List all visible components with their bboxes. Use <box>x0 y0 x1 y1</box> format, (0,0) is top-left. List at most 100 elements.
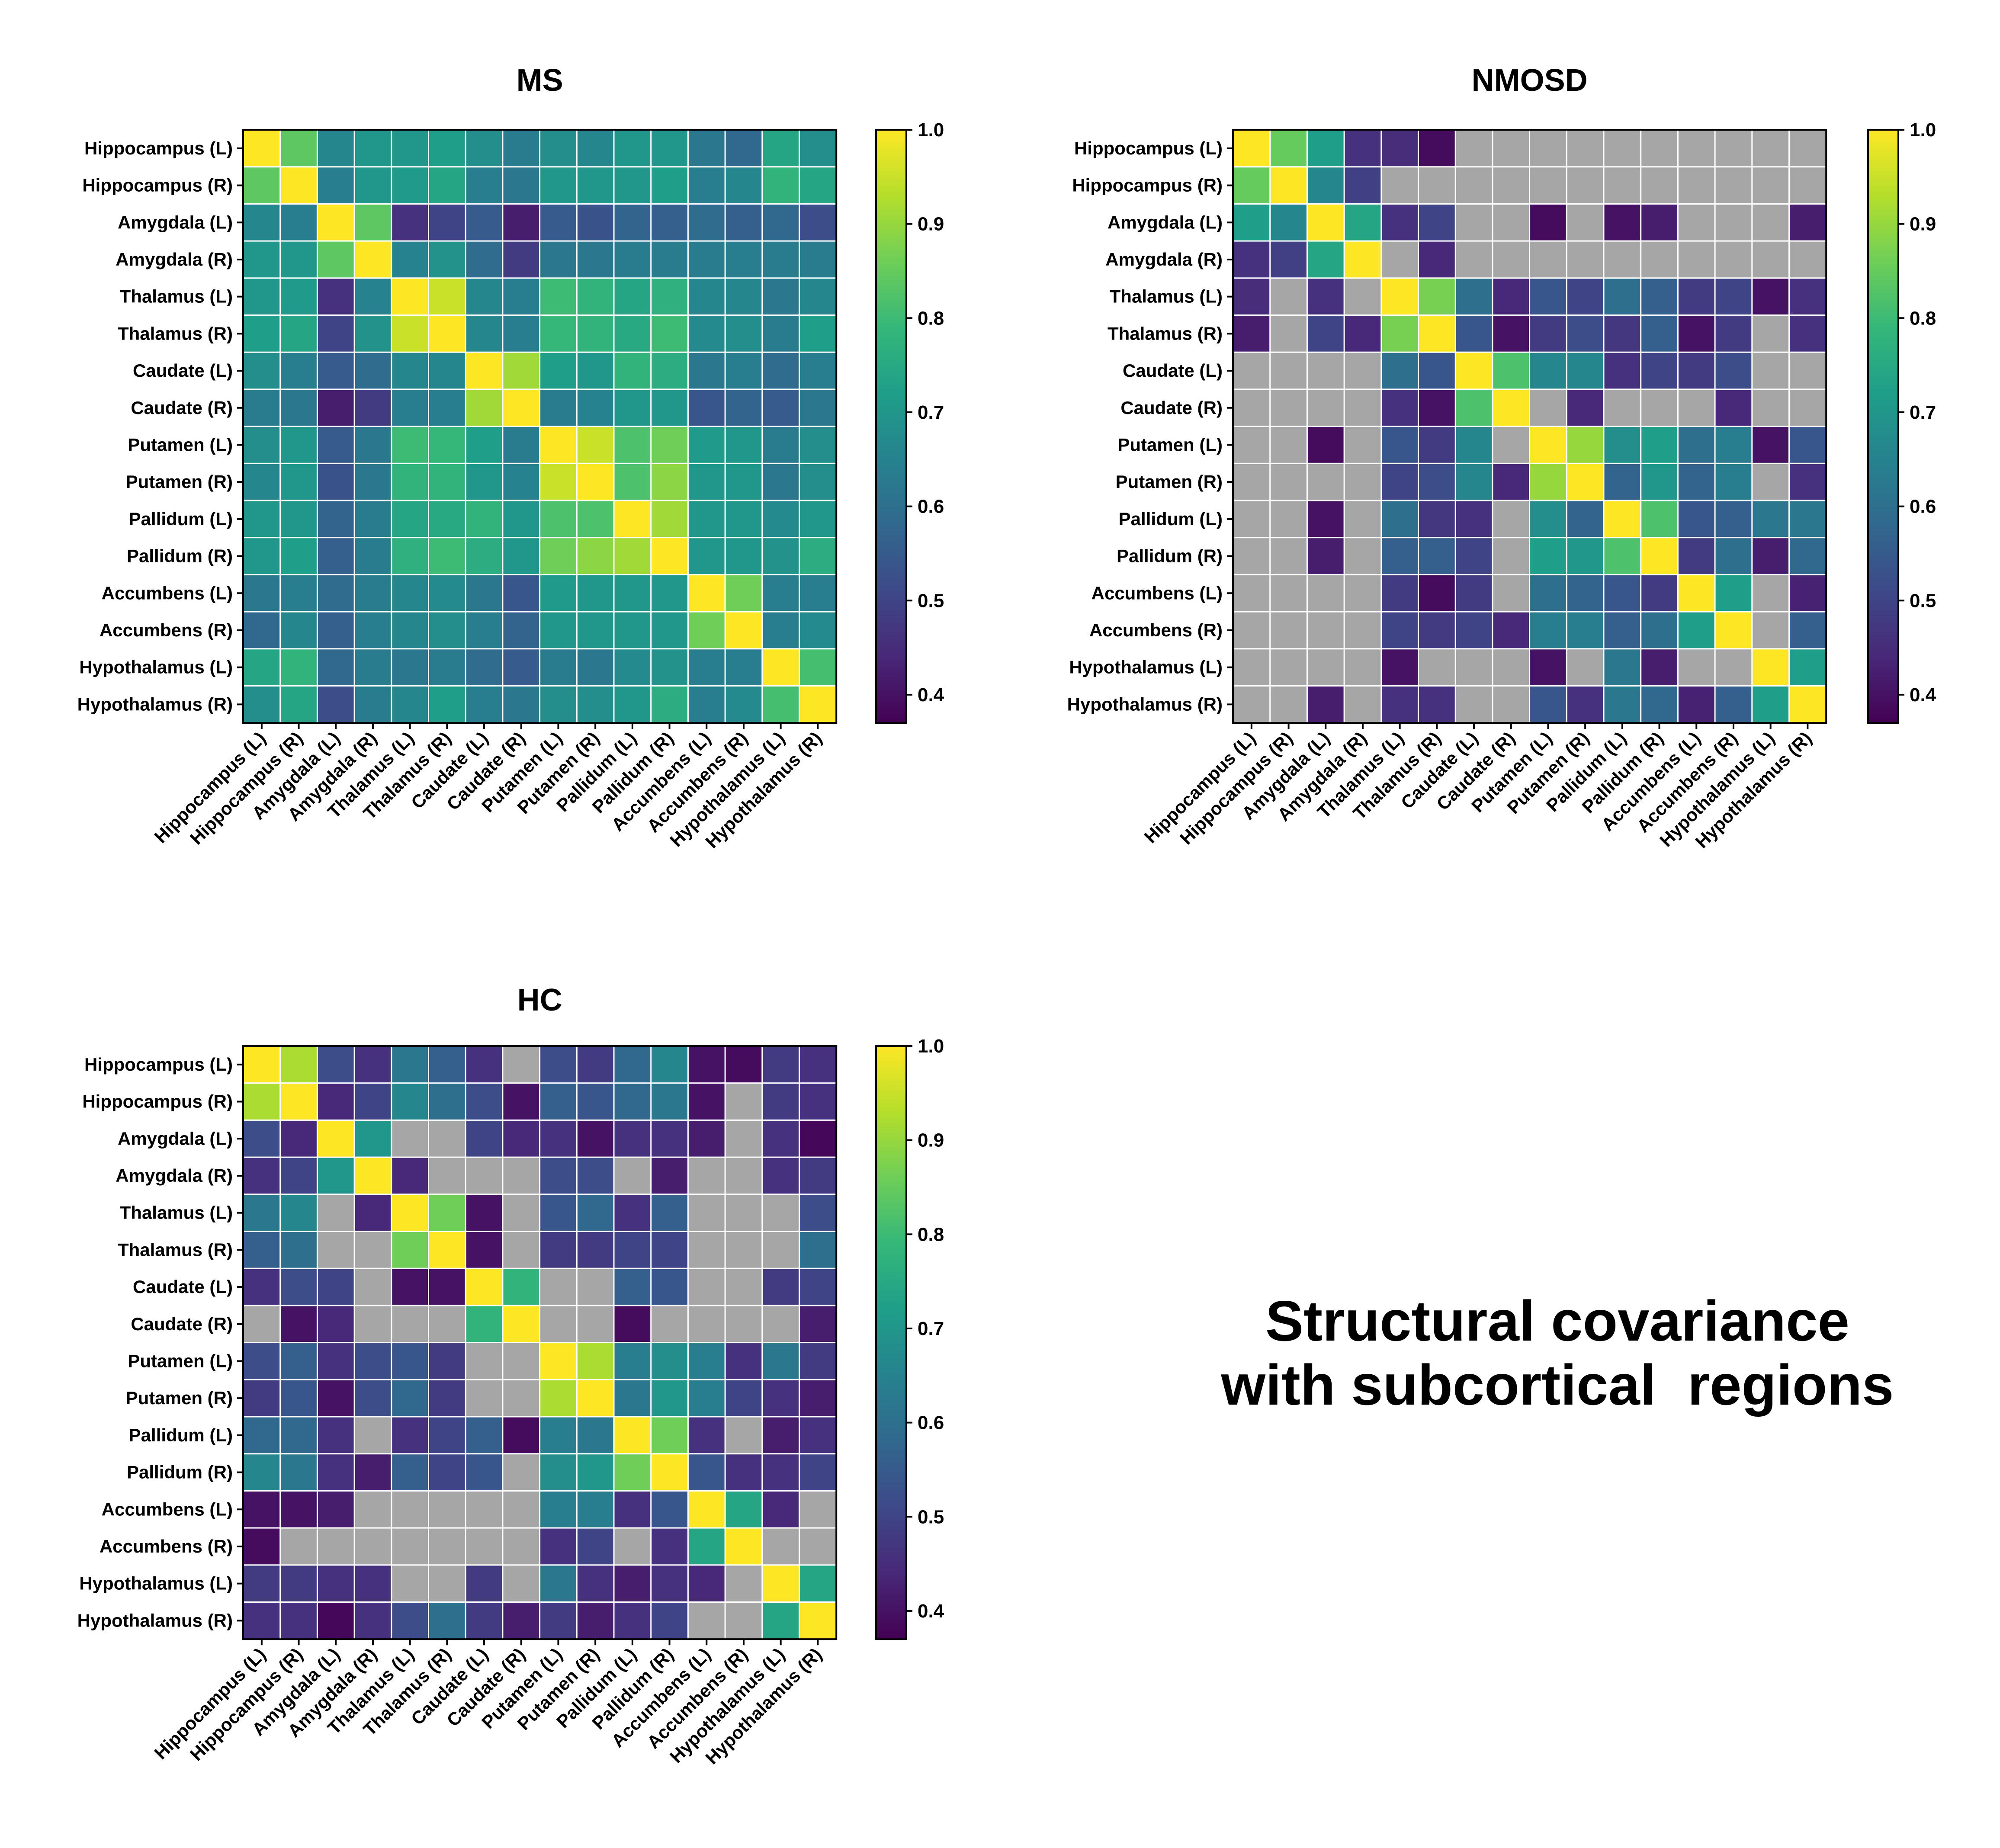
heatmap-cell <box>1753 612 1788 648</box>
heatmap-cell <box>577 575 613 611</box>
heatmap-cell <box>1456 575 1492 611</box>
heatmap-cell <box>540 130 576 167</box>
colorbar-tick-label: 0.6 <box>1910 496 1936 517</box>
heatmap-cell <box>652 1491 687 1527</box>
heatmap-cell <box>763 204 799 241</box>
heatmap-cell <box>1271 649 1307 685</box>
heatmap-cell <box>688 390 725 426</box>
heatmap-cell <box>1790 130 1826 167</box>
heatmap-cell <box>281 1454 317 1490</box>
y-tick-label: Pallidum (L) <box>1119 509 1223 529</box>
heatmap-cell <box>429 316 465 352</box>
heatmap-cell <box>466 1491 502 1527</box>
heatmap-cell <box>726 1491 762 1527</box>
heatmap-cell <box>355 279 391 314</box>
y-tick-label: Pallidum (L) <box>129 1425 233 1445</box>
heatmap-cell <box>1271 538 1307 574</box>
heatmap-cell <box>1715 353 1752 389</box>
heatmap-cell <box>726 1084 762 1120</box>
heatmap-cell <box>466 279 502 314</box>
heatmap-cell <box>466 1269 502 1305</box>
heatmap-cell <box>392 316 428 352</box>
heatmap-cell <box>1753 687 1788 722</box>
heatmap-cell <box>1382 390 1418 426</box>
heatmap-cell <box>1345 538 1381 574</box>
heatmap-cell <box>244 427 280 463</box>
heatmap-cell <box>726 649 762 685</box>
heatmap-cell <box>1604 279 1640 314</box>
heatmap-cell <box>1233 575 1270 611</box>
heatmap-cell <box>429 649 465 685</box>
heatmap-cell <box>244 1084 280 1120</box>
heatmap-cell <box>1790 167 1826 203</box>
heatmap-cell <box>540 1306 576 1342</box>
heatmap-cell <box>614 427 651 463</box>
y-tick-label: Hypothalamus (R) <box>77 1610 233 1630</box>
heatmap-cell <box>1567 649 1603 685</box>
heatmap-cell <box>800 1603 836 1639</box>
heatmap-cell <box>318 1417 354 1453</box>
heatmap-cell <box>1233 167 1270 203</box>
heatmap-cell <box>763 241 799 278</box>
heatmap-cell <box>1567 167 1603 203</box>
heatmap-cell <box>540 612 576 648</box>
heatmap-cell <box>392 1603 428 1639</box>
heatmap-cell <box>577 427 613 463</box>
heatmap-cell <box>1271 130 1307 167</box>
heatmap-cell <box>1456 464 1492 500</box>
heatmap-cell <box>503 575 539 611</box>
heatmap-cell <box>726 501 762 537</box>
heatmap-cell <box>355 1232 391 1268</box>
heatmap-cell <box>392 575 428 611</box>
heatmap-cell <box>1678 649 1714 685</box>
heatmap-cell <box>503 316 539 352</box>
heatmap-cell <box>688 241 725 278</box>
heatmap-cell <box>466 1566 502 1601</box>
y-tick-label: Putamen (R) <box>126 472 233 492</box>
heatmap-cell <box>540 353 576 389</box>
heatmap-cell <box>1604 649 1640 685</box>
heatmap-cell <box>1678 279 1714 314</box>
heatmap-cell <box>1271 204 1307 241</box>
heatmap-cell <box>577 279 613 314</box>
heatmap-cell <box>1753 575 1788 611</box>
heatmap-cell <box>355 130 391 167</box>
heatmap-cell <box>1715 612 1752 648</box>
heatmap-cell <box>392 687 428 722</box>
heatmap-cell <box>763 575 799 611</box>
heatmap-cell <box>281 649 317 685</box>
heatmap-cell <box>614 575 651 611</box>
heatmap-cell <box>614 501 651 537</box>
heatmap-cell <box>1715 390 1752 426</box>
heatmap-cell <box>1307 279 1344 314</box>
heatmap-cell <box>1530 353 1566 389</box>
heatmap-cell <box>244 1343 280 1379</box>
heatmap-cell <box>1456 538 1492 574</box>
heatmap-cell <box>688 464 725 500</box>
heatmap-cell <box>1493 464 1529 500</box>
chart-title: NMOSD <box>1472 63 1588 98</box>
heatmap-cell <box>577 501 613 537</box>
heatmap-cell <box>614 649 651 685</box>
heatmap-cell <box>1345 612 1381 648</box>
heatmap-cell <box>244 130 280 167</box>
heatmap-cell <box>503 1084 539 1120</box>
heatmap-cell <box>281 130 317 167</box>
colorbar-tick-label: 0.8 <box>918 1224 944 1245</box>
heatmap-cell <box>763 1195 799 1231</box>
heatmap-cell <box>652 575 687 611</box>
heatmap-cell <box>355 1528 391 1565</box>
heatmap-cell <box>1233 649 1270 685</box>
heatmap-cell <box>763 1232 799 1268</box>
heatmap-cell <box>1419 649 1455 685</box>
heatmap-cell <box>614 1603 651 1639</box>
heatmap-cell <box>1753 427 1788 463</box>
heatmap-cell <box>281 1232 317 1268</box>
heatmap-cell <box>1456 612 1492 648</box>
heatmap-cell <box>392 538 428 574</box>
heatmap-cell <box>614 538 651 574</box>
heatmap-cell <box>281 241 317 278</box>
heatmap-cell <box>503 649 539 685</box>
heatmap-cell <box>281 1269 317 1305</box>
heatmap-cell <box>540 501 576 537</box>
